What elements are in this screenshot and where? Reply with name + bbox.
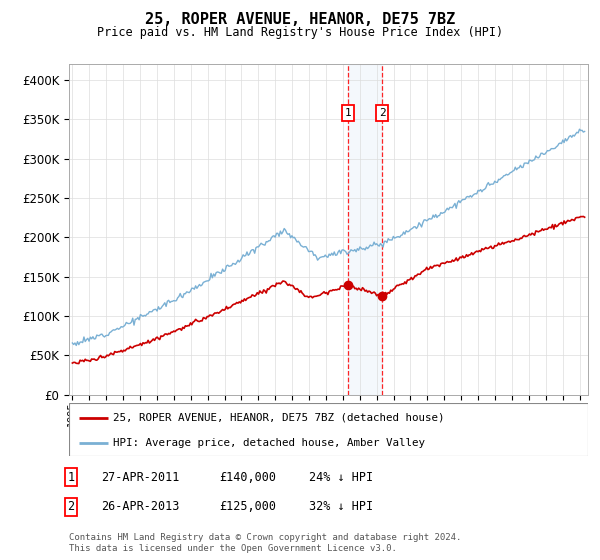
Text: £125,000: £125,000	[219, 500, 276, 514]
Text: 25, ROPER AVENUE, HEANOR, DE75 7BZ: 25, ROPER AVENUE, HEANOR, DE75 7BZ	[145, 12, 455, 27]
Text: Contains HM Land Registry data © Crown copyright and database right 2024.
This d: Contains HM Land Registry data © Crown c…	[69, 533, 461, 553]
Text: 2: 2	[67, 500, 74, 514]
Text: £140,000: £140,000	[219, 470, 276, 484]
Text: Price paid vs. HM Land Registry's House Price Index (HPI): Price paid vs. HM Land Registry's House …	[97, 26, 503, 39]
Text: 32% ↓ HPI: 32% ↓ HPI	[309, 500, 373, 514]
Text: 25, ROPER AVENUE, HEANOR, DE75 7BZ (detached house): 25, ROPER AVENUE, HEANOR, DE75 7BZ (deta…	[113, 413, 445, 423]
Text: HPI: Average price, detached house, Amber Valley: HPI: Average price, detached house, Ambe…	[113, 438, 425, 448]
Bar	[348, 64, 382, 395]
Text: 2: 2	[379, 108, 385, 118]
Text: 27-APR-2011: 27-APR-2011	[101, 470, 179, 484]
Text: 24% ↓ HPI: 24% ↓ HPI	[309, 470, 373, 484]
Text: 1: 1	[67, 470, 74, 484]
Text: 26-APR-2013: 26-APR-2013	[101, 500, 179, 514]
Text: 1: 1	[345, 108, 352, 118]
